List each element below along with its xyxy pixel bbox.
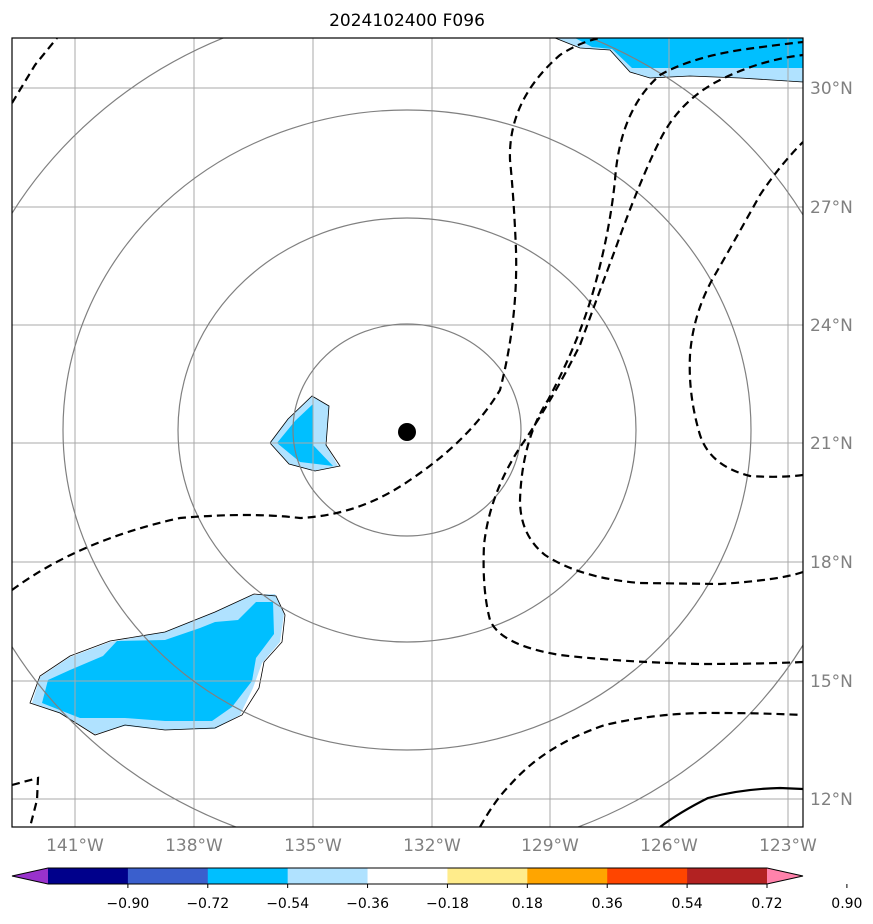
lon-tick-label: 126°W <box>640 836 698 856</box>
colorbar-tick-label: −0.36 <box>346 896 389 912</box>
colorbar-tick-label: −0.72 <box>186 896 229 912</box>
colorbar-tick-label: 0.36 <box>592 896 623 912</box>
colorbar-segment <box>447 868 528 884</box>
colorbar-segment <box>607 868 688 884</box>
lon-tick-label: 141°W <box>46 836 104 856</box>
plot-frame <box>11 37 804 828</box>
lon-tick-label: 138°W <box>165 836 223 856</box>
shade-southwest-dark <box>42 602 274 721</box>
colorbar-extend-low <box>12 868 48 884</box>
colorbar-tick-label: −0.18 <box>426 896 469 912</box>
lon-tick-label: 132°W <box>403 836 461 856</box>
colorbar: −0.90 −0.72 −0.54 −0.36 −0.18 0.18 0.36 0.54 0.7… <box>11 867 862 912</box>
colorbar-tick-label: 0.90 <box>831 896 862 912</box>
contour-east-2 <box>482 53 803 666</box>
colorbar-outline <box>11 867 804 885</box>
colorbar-segment <box>287 868 369 884</box>
shade-outline-northeast <box>554 38 803 83</box>
shade-northeast-dark <box>575 38 803 68</box>
range-rings <box>12 38 803 827</box>
contour-east-1 <box>518 40 803 586</box>
colorbar-segment <box>367 868 448 884</box>
contour-nw-corner <box>12 38 58 104</box>
contour-south <box>479 711 803 827</box>
lon-tick-label: 135°W <box>284 836 342 856</box>
colorbar-segment <box>48 868 129 884</box>
graticule <box>12 38 803 827</box>
lat-tick-label: 27°N <box>810 198 853 218</box>
colorbar-tick-label: 0.72 <box>751 896 782 912</box>
lat-tick-label: 18°N <box>810 553 853 573</box>
colorbar-ticks <box>127 884 848 888</box>
colorbar-tick-label: −0.90 <box>106 896 149 912</box>
map-title: 2024102400 F096 <box>329 11 485 31</box>
colorbar-segments <box>12 868 803 884</box>
lon-tick-label: 129°W <box>521 836 579 856</box>
lat-tick-label: 15°N <box>810 672 853 692</box>
lat-tick-label: 12°N <box>810 790 853 810</box>
range-ring-9deg <box>62 109 752 751</box>
shade-outline-southwest <box>29 593 286 736</box>
colorbar-tick-label: 0.18 <box>512 896 543 912</box>
colorbar-segment <box>207 868 289 884</box>
lon-tick-labels: 141°W 138°W 135°W 132°W 129°W 126°W 123°… <box>46 836 817 856</box>
lat-tick-label: 30°N <box>810 79 853 99</box>
lat-tick-label: 24°N <box>810 316 853 336</box>
shade-central-dark <box>277 404 333 466</box>
lat-tick-label: 21°N <box>810 434 853 454</box>
contour-east-3 <box>688 141 803 478</box>
colorbar-segment <box>527 868 608 884</box>
storm-center-marker <box>398 423 416 441</box>
contour-central <box>12 38 601 591</box>
shade-outlines <box>29 38 803 736</box>
range-ring-3deg <box>292 323 522 537</box>
colorbar-segment <box>687 868 768 884</box>
range-ring-6deg <box>177 217 637 643</box>
colorbar-tick-label: −0.54 <box>266 896 309 912</box>
contour-west-sw <box>12 776 40 827</box>
dashed-contours <box>12 38 803 827</box>
lat-tick-labels: 30°N 27°N 24°N 21°N 18°N 15°N 12°N <box>810 79 853 810</box>
shade-outline-central <box>269 395 341 472</box>
contour-solid-southeast <box>659 786 803 827</box>
colorbar-tick-labels: −0.90 −0.72 −0.54 −0.36 −0.18 0.18 0.36 0.54 0.7… <box>106 896 862 912</box>
plot-area <box>12 38 803 827</box>
colorbar-tick-label: 0.54 <box>672 896 703 912</box>
lon-tick-label: 123°W <box>759 836 817 856</box>
colorbar-segment <box>127 868 209 884</box>
colorbar-extend-high <box>767 868 803 884</box>
